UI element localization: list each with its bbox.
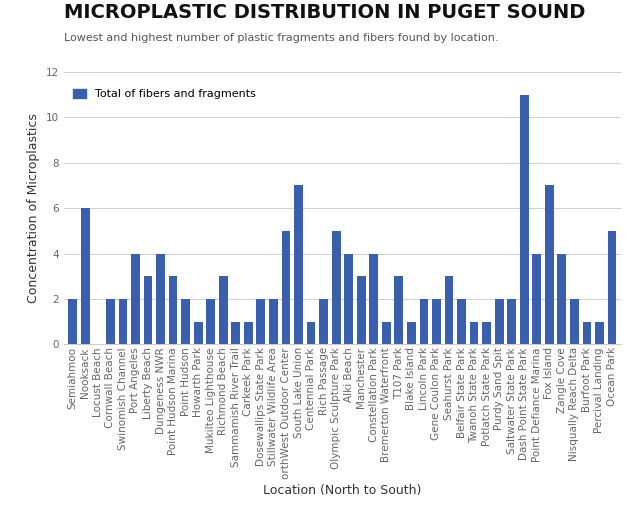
- Bar: [232, 322, 240, 344]
- Bar: [244, 322, 253, 344]
- Bar: [607, 231, 616, 344]
- Bar: [595, 322, 604, 344]
- Legend: Total of fibers and fragments: Total of fibers and fragments: [70, 86, 259, 103]
- Bar: [420, 299, 428, 344]
- Bar: [557, 253, 566, 344]
- Bar: [81, 208, 90, 344]
- Bar: [445, 276, 453, 344]
- Bar: [394, 276, 403, 344]
- Text: Lowest and highest number of plastic fragments and fibers found by location.: Lowest and highest number of plastic fra…: [64, 33, 499, 43]
- Bar: [369, 253, 378, 344]
- Bar: [470, 322, 479, 344]
- Bar: [294, 186, 303, 344]
- Bar: [131, 253, 140, 344]
- Bar: [269, 299, 278, 344]
- Bar: [206, 299, 215, 344]
- Bar: [219, 276, 228, 344]
- Bar: [357, 276, 365, 344]
- Bar: [282, 231, 291, 344]
- Bar: [532, 253, 541, 344]
- Bar: [545, 186, 554, 344]
- Y-axis label: Concentration of Microplastics: Concentration of Microplastics: [28, 113, 40, 303]
- Bar: [156, 253, 165, 344]
- Bar: [169, 276, 177, 344]
- Bar: [407, 322, 416, 344]
- Bar: [319, 299, 328, 344]
- Bar: [181, 299, 190, 344]
- Bar: [482, 322, 491, 344]
- X-axis label: Location (North to South): Location (North to South): [263, 484, 422, 498]
- Bar: [68, 299, 77, 344]
- Bar: [307, 322, 316, 344]
- Bar: [257, 299, 265, 344]
- Bar: [194, 322, 203, 344]
- Bar: [106, 299, 115, 344]
- Bar: [457, 299, 466, 344]
- Text: MICROPLASTIC DISTRIBUTION IN PUGET SOUND: MICROPLASTIC DISTRIBUTION IN PUGET SOUND: [64, 3, 586, 22]
- Bar: [582, 322, 591, 344]
- Bar: [520, 95, 529, 344]
- Bar: [432, 299, 441, 344]
- Bar: [143, 276, 152, 344]
- Bar: [508, 299, 516, 344]
- Bar: [332, 231, 340, 344]
- Bar: [570, 299, 579, 344]
- Bar: [344, 253, 353, 344]
- Bar: [495, 299, 504, 344]
- Bar: [382, 322, 390, 344]
- Bar: [118, 299, 127, 344]
